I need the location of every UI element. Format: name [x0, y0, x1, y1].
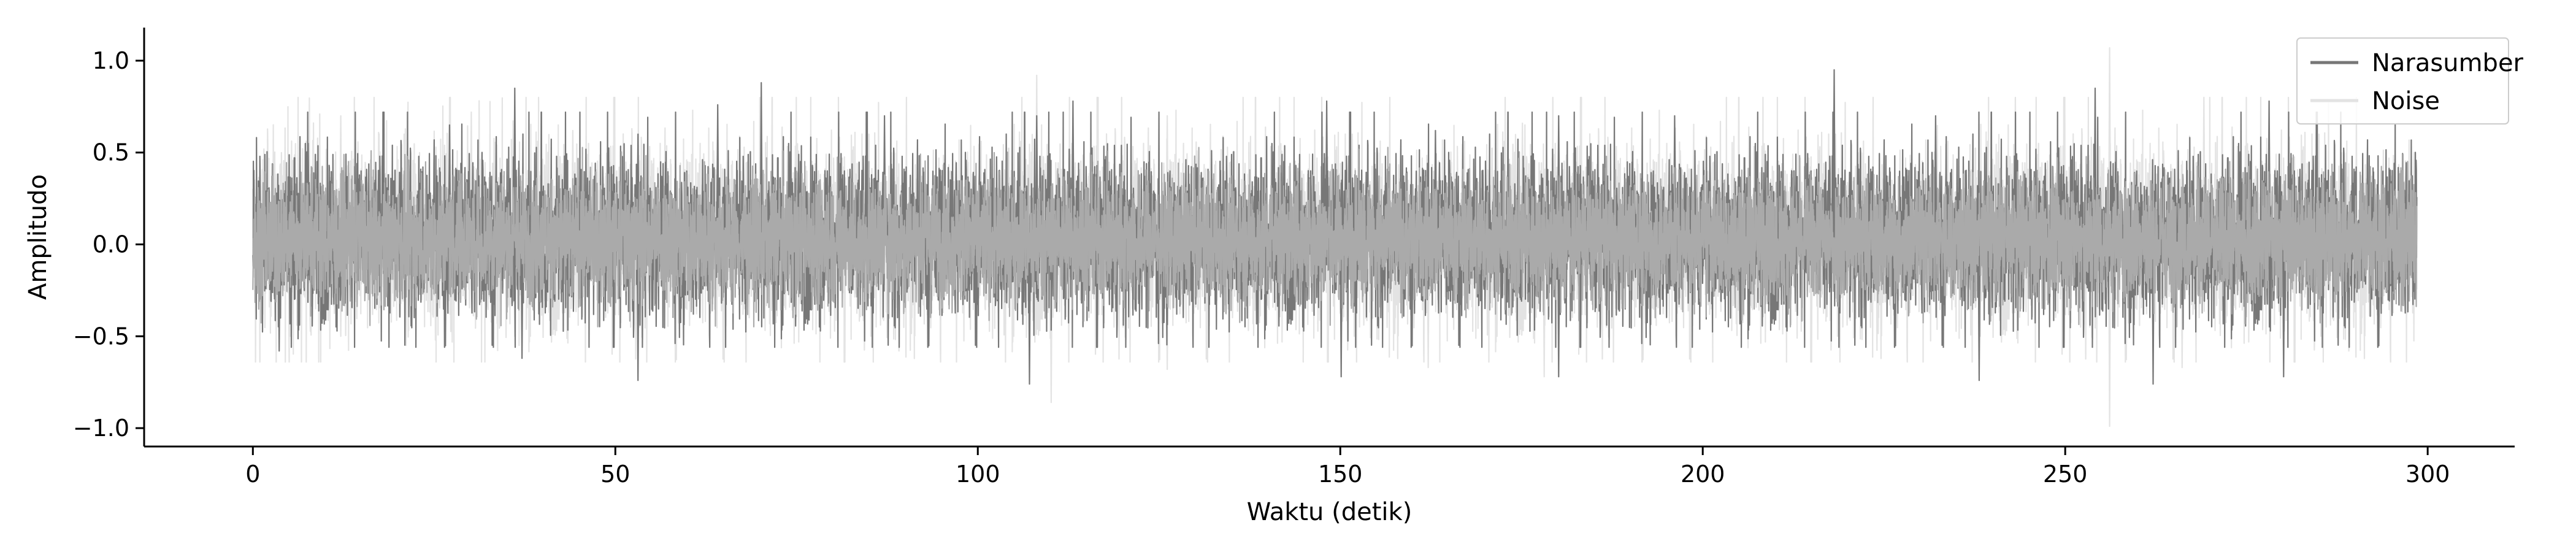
y-tick-label: 0.0	[93, 231, 129, 258]
legend: Narasumber Noise	[2296, 37, 2524, 125]
y-tick-label: 0.5	[93, 139, 129, 166]
y-axis-title: Amplitudo	[24, 174, 52, 300]
y-tick-label: −1.0	[73, 415, 129, 442]
x-tick-label: 300	[2405, 461, 2450, 488]
legend-box	[2296, 37, 2509, 125]
plot-area	[252, 47, 2418, 427]
series-overlap-line	[252, 147, 2418, 328]
x-axis-title: Waktu (detik)	[1247, 498, 1413, 526]
x-tick-label: 0	[245, 461, 260, 488]
x-tick-label: 250	[2043, 461, 2088, 488]
x-tick-label: 200	[1681, 461, 1725, 488]
legend-label-noise: Noise	[2372, 87, 2440, 115]
x-tick-label: 100	[956, 461, 1000, 488]
axes: 0 50 100 150 200 250 300 −1.0 −0.5 0.0 0.5 1.0	[73, 28, 2515, 488]
legend-label-narasumber: Narasumber	[2372, 49, 2524, 77]
y-tick-label: −0.5	[73, 323, 129, 350]
x-tick-label: 50	[600, 461, 630, 488]
x-tick-label: 150	[1318, 461, 1363, 488]
y-tick-label: 1.0	[93, 47, 129, 74]
x-axis-ticks: 0 50 100 150 200 250 300	[245, 447, 2450, 488]
y-axis-ticks: −1.0 −0.5 0.0 0.5 1.0	[73, 47, 144, 442]
